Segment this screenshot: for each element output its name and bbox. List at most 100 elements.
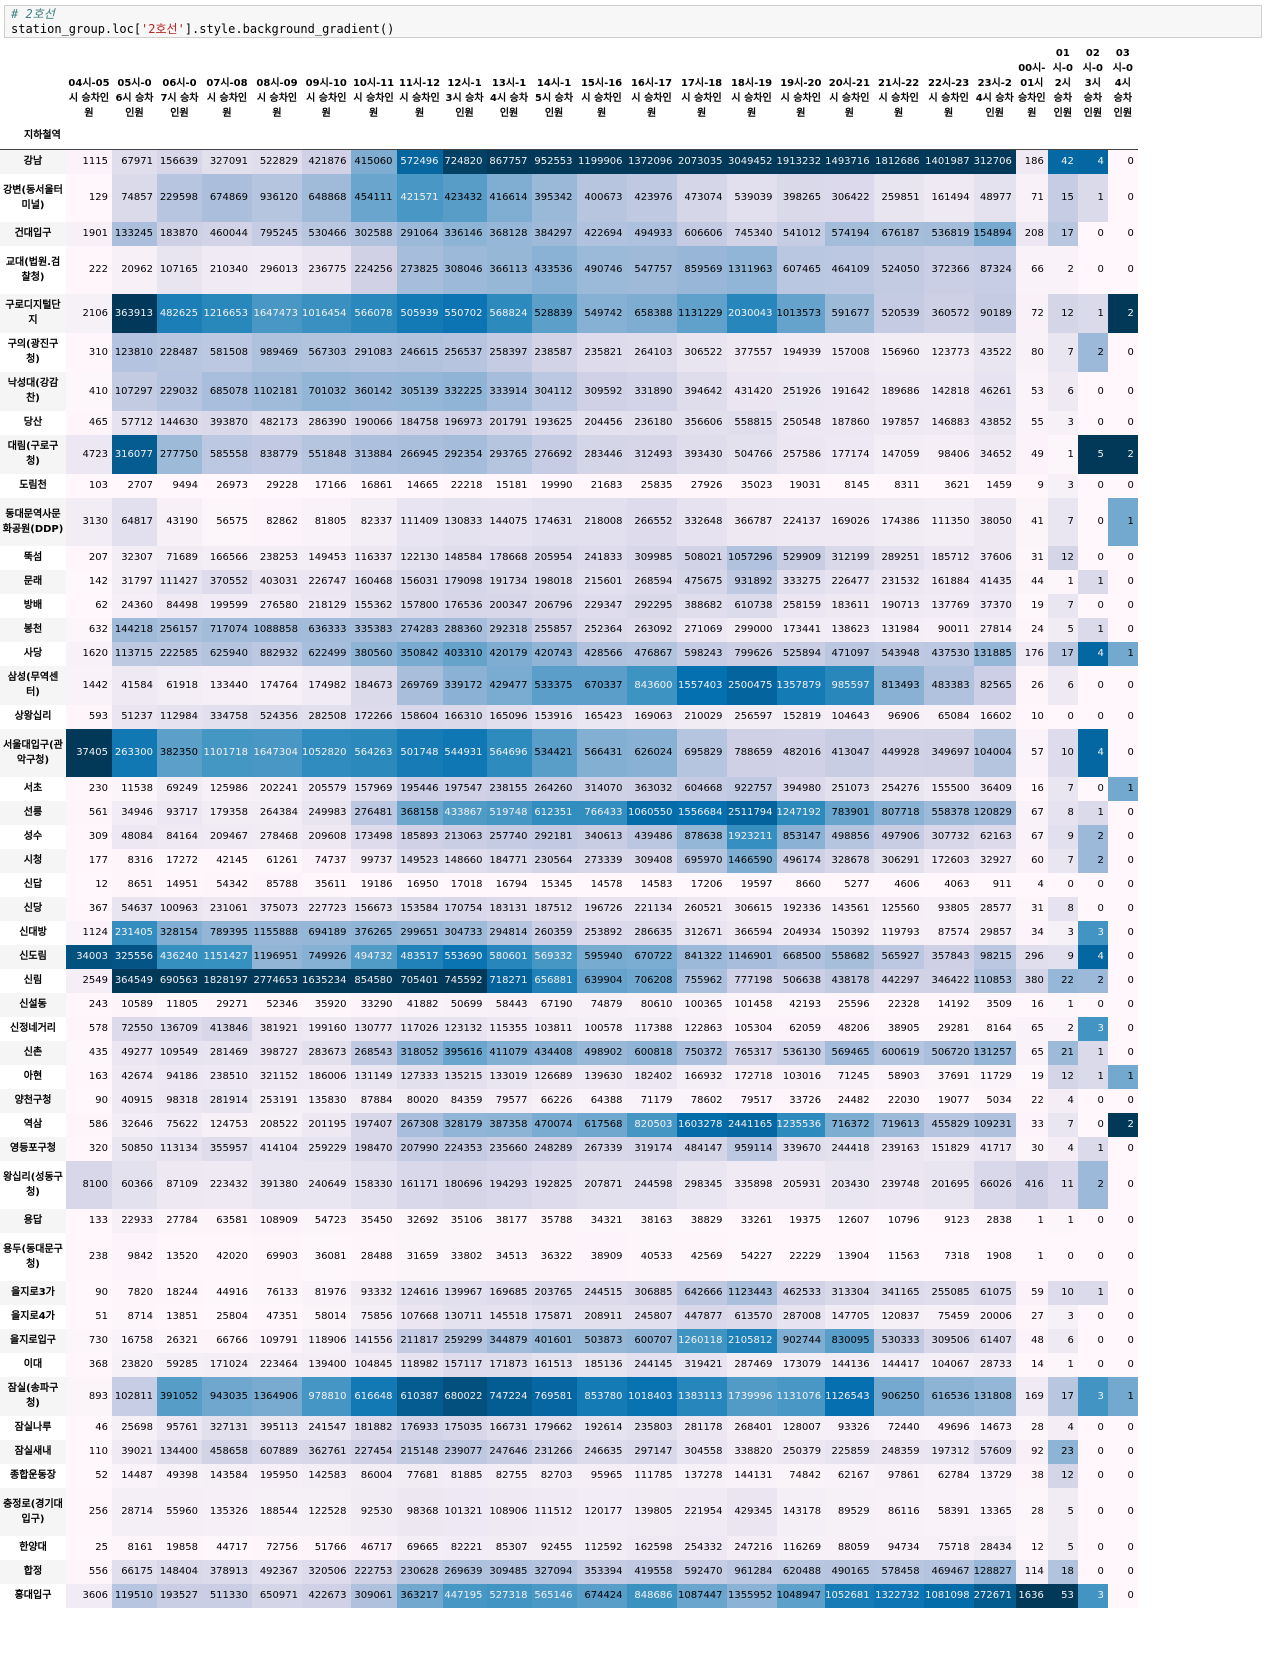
table-cell: 138623 bbox=[825, 617, 874, 642]
table-cell: 952553 bbox=[531, 149, 577, 174]
table-cell: 508021 bbox=[676, 545, 727, 570]
table-cell: 143561 bbox=[825, 896, 874, 921]
table-cell: 717074 bbox=[202, 617, 252, 642]
row-label: 합정 bbox=[23, 1566, 43, 1577]
table-row: 을지로4가 51 8714 13851 25804 47351 58014 75856 1076… bbox=[0, 1304, 1138, 1329]
table-cell: 54342 bbox=[202, 872, 252, 897]
table-cell: 1901 bbox=[66, 221, 112, 246]
table-cell: 238 bbox=[66, 1232, 112, 1281]
table-cell: 395342 bbox=[531, 173, 577, 222]
table-cell: 13729 bbox=[973, 1463, 1016, 1488]
table-cell: 259299 bbox=[442, 1328, 487, 1353]
table-cell: 98406 bbox=[923, 434, 974, 474]
table-cell: 911 bbox=[973, 872, 1016, 897]
table-cell: 558378 bbox=[923, 800, 974, 825]
table-cell: 749926 bbox=[302, 944, 351, 969]
row-label: 신대방 bbox=[19, 927, 47, 938]
row-label: 잠실(송파구청) bbox=[7, 1383, 59, 1409]
table-cell: 227723 bbox=[302, 896, 351, 921]
table-cell: 1 bbox=[1107, 1376, 1138, 1416]
table-cell: 2 bbox=[1077, 1160, 1108, 1209]
table-cell: 272671 bbox=[973, 1583, 1016, 1608]
table-cell: 157969 bbox=[350, 776, 397, 801]
table-cell: 89529 bbox=[825, 1487, 874, 1536]
table-cell: 247646 bbox=[486, 1439, 532, 1464]
table-cell: 565146 bbox=[531, 1583, 577, 1608]
table-cell: 289251 bbox=[873, 545, 924, 570]
table-cell: 368158 bbox=[396, 800, 443, 825]
table-cell: 107297 bbox=[112, 371, 157, 411]
table-cell: 82221 bbox=[442, 1535, 487, 1560]
table-cell: 238510 bbox=[202, 1064, 252, 1089]
table-cell: 3 bbox=[1077, 920, 1108, 945]
table-cell: 131984 bbox=[873, 617, 924, 642]
table-cell: 299651 bbox=[396, 920, 443, 945]
table-cell: 226747 bbox=[302, 569, 351, 594]
code-cell[interactable]: # 2호선 station_group.loc['2호선'].style.bac… bbox=[4, 5, 1262, 38]
table-cell: 254332 bbox=[676, 1535, 727, 1560]
table-cell: 3621 bbox=[923, 473, 974, 498]
table-cell: 10796 bbox=[873, 1208, 924, 1233]
column-header: 20시-21시 승차인원 bbox=[828, 78, 870, 119]
table-cell: 566431 bbox=[576, 728, 627, 777]
table-cell: 257586 bbox=[776, 434, 826, 474]
index-header-spacer bbox=[874, 121, 924, 150]
table-cell: 398727 bbox=[252, 1040, 302, 1065]
table-cell: 3 bbox=[1047, 410, 1078, 435]
table-cell: 483517 bbox=[396, 944, 443, 969]
table-cell: 20006 bbox=[973, 1304, 1016, 1329]
table-cell: 46717 bbox=[350, 1535, 397, 1560]
table-cell: 547757 bbox=[626, 245, 677, 294]
table-cell: 695829 bbox=[676, 728, 727, 777]
table-cell: 244515 bbox=[576, 1280, 627, 1305]
table-cell: 1493716 bbox=[825, 149, 874, 174]
column-header: 01시-02시 승차인원 bbox=[1052, 48, 1073, 119]
table-cell: 71179 bbox=[626, 1088, 677, 1113]
table-cell: 7 bbox=[1047, 776, 1078, 801]
table-cell: 79577 bbox=[486, 1088, 532, 1113]
table-cell: 1126543 bbox=[825, 1376, 874, 1416]
table-cell: 205931 bbox=[776, 1160, 826, 1209]
table-cell: 10589 bbox=[112, 992, 157, 1017]
table-cell: 716372 bbox=[825, 1112, 874, 1137]
row-label: 신도림 bbox=[19, 951, 47, 962]
table-cell: 108909 bbox=[252, 1208, 302, 1233]
table-cell: 316077 bbox=[112, 434, 157, 474]
table-cell: 25 bbox=[66, 1535, 112, 1560]
table-cell: 362761 bbox=[302, 1439, 351, 1464]
table-cell: 1052681 bbox=[825, 1583, 874, 1608]
table-cell: 0 bbox=[1077, 473, 1108, 498]
table-cell: 304112 bbox=[531, 371, 577, 411]
table-cell: 122130 bbox=[396, 545, 443, 570]
table-cell: 0 bbox=[1107, 617, 1138, 642]
table-cell: 543948 bbox=[873, 641, 924, 666]
table-row: 잠실나루 46 25698 95761 327131 395113 241547 181882… bbox=[0, 1415, 1138, 1440]
table-cell: 455829 bbox=[923, 1112, 974, 1137]
column-header: 19시-20시 승차인원 bbox=[780, 78, 822, 119]
table-cell: 309061 bbox=[350, 1583, 397, 1608]
table-cell: 178668 bbox=[486, 545, 532, 570]
table-cell: 393430 bbox=[676, 434, 727, 474]
table-cell: 1196951 bbox=[252, 944, 302, 969]
header-corner bbox=[0, 46, 66, 121]
table-cell: 131149 bbox=[350, 1064, 397, 1089]
table-cell: 2 bbox=[1077, 848, 1108, 873]
table-cell: 0 bbox=[1077, 1559, 1108, 1584]
table-cell: 2 bbox=[1077, 332, 1108, 372]
table-cell: 429345 bbox=[726, 1487, 777, 1536]
table-cell: 114 bbox=[1015, 1559, 1048, 1584]
table-cell: 185136 bbox=[576, 1352, 627, 1377]
row-label: 신답 bbox=[23, 879, 43, 890]
table-row: 영등포구청 320 50850 113134 355957 414104 259229 198… bbox=[0, 1136, 1138, 1161]
table-cell: 0 bbox=[1107, 704, 1138, 729]
table-cell: 26321 bbox=[157, 1328, 202, 1353]
table-cell: 184771 bbox=[486, 848, 532, 873]
table-cell: 536819 bbox=[923, 221, 974, 246]
table-cell: 40915 bbox=[112, 1088, 157, 1113]
table-cell: 189686 bbox=[873, 371, 924, 411]
column-header: 12시-13시 승차인원 bbox=[445, 78, 484, 119]
table-cell: 616648 bbox=[350, 1376, 397, 1416]
table-cell: 333914 bbox=[486, 371, 532, 411]
table-cell: 0 bbox=[1107, 1439, 1138, 1464]
table-cell: 433536 bbox=[531, 245, 577, 294]
